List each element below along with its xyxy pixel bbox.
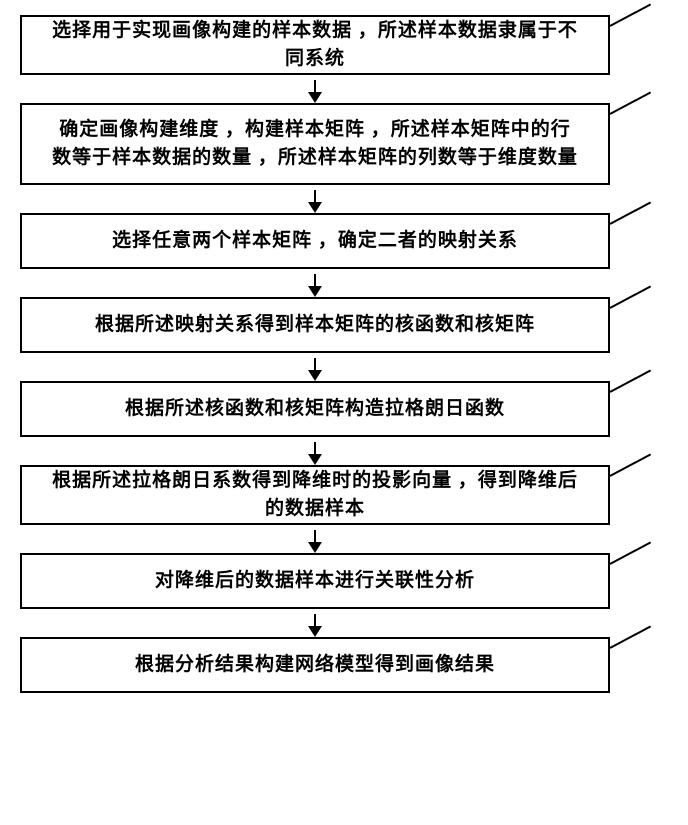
step-text: 根据所述映射关系得到样本矩阵的核函数和核矩阵 [95,311,535,339]
arrow-head-icon [308,542,322,553]
label-connector [610,626,652,649]
step-box: 选择任意两个样本矩阵 ，确定二者的映射关系 [20,213,610,269]
label-connector [610,92,652,115]
label-connector [610,286,652,309]
label-connector [610,4,652,27]
step-box: 根据分析结果构建网络模型得到画像结果 [20,637,610,693]
step-box: 根据所述拉格朗日系数得到降维时的投影向量 ，得到降维后的数据样本 [20,465,610,525]
step-text: 确定画像构建维度 ，构建样本矩阵 ，所述样本矩阵中的行数等于样本数据的数量 ，所… [50,116,580,171]
label-connector [610,370,652,393]
arrow-head-icon [308,202,322,213]
arrow-head-icon [308,626,322,637]
arrow [20,185,610,213]
step-box: 确定画像构建维度 ，构建样本矩阵 ，所述样本矩阵中的行数等于样本数据的数量 ，所… [20,103,610,185]
step-text: 根据分析结果构建网络模型得到画像结果 [135,651,495,679]
step-s7: 对降维后的数据样本进行关联性分析 S7 [20,553,668,609]
step-text: 选择任意两个样本矩阵 ，确定二者的映射关系 [112,227,518,255]
step-s4: 根据所述映射关系得到样本矩阵的核函数和核矩阵 S4 [20,297,668,353]
arrow [20,353,610,381]
label-connector [610,454,652,477]
step-text: 选择用于实现画像构建的样本数据 ，所述样本数据隶属于不同系统 [50,17,580,72]
step-box: 选择用于实现画像构建的样本数据 ，所述样本数据隶属于不同系统 [20,15,610,75]
step-s6: 根据所述拉格朗日系数得到降维时的投影向量 ，得到降维后的数据样本 S6 [20,465,668,525]
arrow [20,609,610,637]
arrow [20,525,610,553]
arrow-head-icon [308,370,322,381]
step-s8: 根据分析结果构建网络模型得到画像结果 S8 [20,637,668,693]
step-s5: 根据所述核函数和核矩阵构造拉格朗日函数 S5 [20,381,668,437]
arrow [20,437,610,465]
label-connector [610,542,652,565]
flowchart-container: 选择用于实现画像构建的样本数据 ，所述样本数据隶属于不同系统 S1 确定画像构建… [20,15,668,693]
step-box: 根据所述映射关系得到样本矩阵的核函数和核矩阵 [20,297,610,353]
step-text: 根据所述核函数和核矩阵构造拉格朗日函数 [125,395,505,423]
label-connector [610,202,652,225]
step-box: 对降维后的数据样本进行关联性分析 [20,553,610,609]
step-text: 对降维后的数据样本进行关联性分析 [155,567,475,595]
arrow [20,269,610,297]
arrow-head-icon [308,286,322,297]
step-s3: 选择任意两个样本矩阵 ，确定二者的映射关系 S3 [20,213,668,269]
step-text: 根据所述拉格朗日系数得到降维时的投影向量 ，得到降维后的数据样本 [50,467,580,522]
arrow-head-icon [308,454,322,465]
arrow-head-icon [308,92,322,103]
arrow [20,75,610,103]
step-s2: 确定画像构建维度 ，构建样本矩阵 ，所述样本矩阵中的行数等于样本数据的数量 ，所… [20,103,668,185]
step-s1: 选择用于实现画像构建的样本数据 ，所述样本数据隶属于不同系统 S1 [20,15,668,75]
step-box: 根据所述核函数和核矩阵构造拉格朗日函数 [20,381,610,437]
